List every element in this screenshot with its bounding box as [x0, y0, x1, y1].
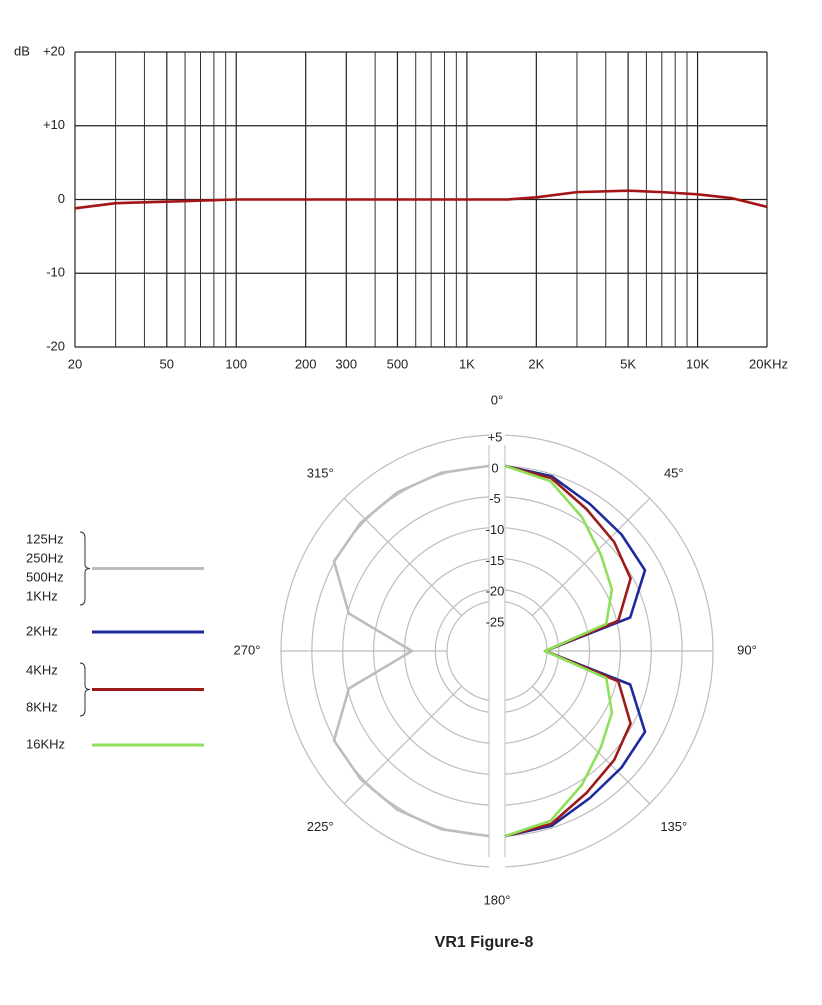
x-tick-label: 20	[68, 356, 82, 371]
grid-spoke	[531, 497, 651, 617]
x-tick-label: 300	[335, 356, 357, 371]
x-tick-label: 100	[225, 356, 247, 371]
y-tick-label: +20	[43, 43, 65, 58]
y-axis-label: dB	[14, 43, 30, 58]
r-tick-label: 0	[491, 460, 498, 475]
legend-label: 1KHz	[26, 588, 58, 603]
x-tick-label: 5K	[620, 356, 636, 371]
r-tick-label: -15	[486, 553, 505, 568]
r-tick-label: -10	[486, 522, 505, 537]
legend-label: 4KHz	[26, 662, 58, 677]
grid-spoke	[343, 497, 463, 617]
r-tick-label: -5	[489, 491, 501, 506]
angle-label: 90°	[737, 642, 757, 657]
legend-label: 2KHz	[26, 623, 58, 638]
polar-curve	[504, 464, 614, 838]
angle-label: 315°	[307, 466, 334, 481]
angle-label: 225°	[307, 819, 334, 834]
x-tick-label: 20KHz	[749, 356, 788, 371]
legend-label: 8KHz	[26, 699, 58, 714]
y-tick-label: 0	[58, 191, 65, 206]
legend-brace	[79, 662, 91, 717]
label-strip	[489, 425, 505, 877]
y-tick-label: +10	[43, 117, 65, 132]
x-tick-label: 500	[387, 356, 409, 371]
x-tick-label: 200	[295, 356, 317, 371]
polar-curve	[332, 464, 490, 838]
angle-label: 180°	[484, 892, 511, 907]
legend-label: 125Hz	[26, 531, 64, 546]
legend-brace	[79, 531, 91, 606]
y-tick-label: -10	[46, 265, 65, 280]
chart-title: VR1 Figure-8	[435, 934, 534, 951]
angle-label: 270°	[234, 642, 261, 657]
angle-label: 45°	[664, 466, 684, 481]
grid-spoke	[531, 685, 651, 805]
legend-label: 250Hz	[26, 550, 64, 565]
legend-label: 16KHz	[26, 736, 65, 751]
y-tick-label: -20	[46, 338, 65, 353]
r-tick-label: -20	[486, 584, 505, 599]
x-tick-label: 10K	[686, 356, 709, 371]
legend-label: 500Hz	[26, 569, 64, 584]
r-tick-label: -25	[486, 615, 505, 630]
x-tick-label: 1K	[459, 356, 475, 371]
angle-label: 0°	[491, 392, 503, 407]
r-tick-label: +5	[488, 429, 503, 444]
x-tick-label: 50	[160, 356, 174, 371]
response-line	[74, 189, 768, 210]
x-tick-label: 2K	[528, 356, 544, 371]
grid-spoke	[343, 685, 463, 805]
angle-label: 135°	[660, 819, 687, 834]
